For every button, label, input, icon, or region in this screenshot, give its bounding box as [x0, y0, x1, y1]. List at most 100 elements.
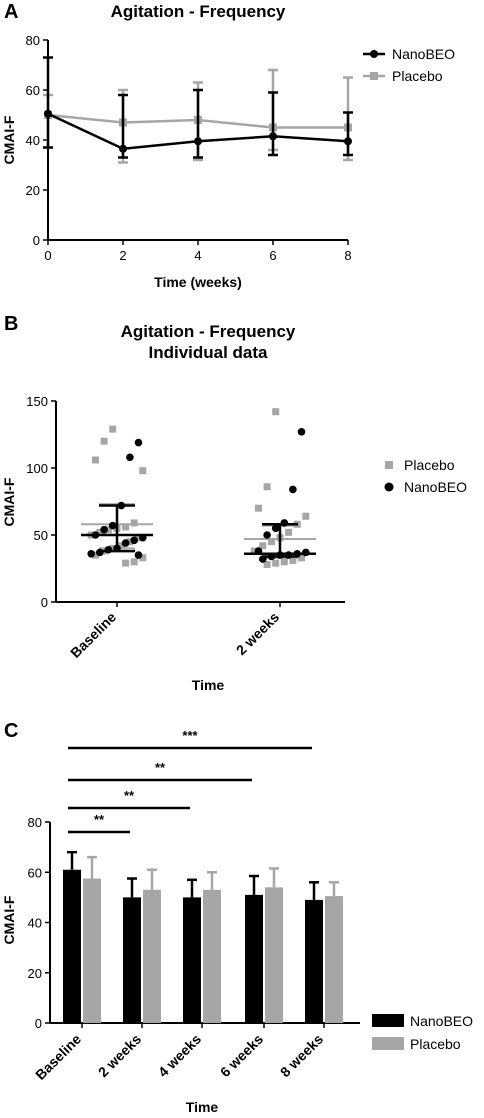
placebo-point — [259, 542, 267, 550]
panel-c-plot: 0 20 40 60 80 Baseline 2 weeks 4 weeks 6 weeks 8 … — [28, 728, 360, 1083]
placebo-point — [298, 554, 305, 562]
x-tick-label: 2 — [119, 248, 126, 263]
y-tick-label: 0 — [41, 595, 48, 610]
placebo-point — [272, 559, 280, 567]
placebo-point — [139, 554, 147, 562]
x-tick-label: 2 weeks — [95, 1031, 144, 1080]
nanobeo-point — [100, 525, 108, 534]
placebo-point — [117, 542, 125, 550]
nanobeo-point — [121, 539, 130, 547]
nanobeo-point — [130, 536, 138, 545]
nanobeo-point — [134, 551, 143, 559]
panel-a-xlabel: Time (weeks) — [154, 274, 242, 290]
y-tick-label: 0 — [35, 1016, 42, 1031]
panel-c-xlabel: Time — [186, 1099, 219, 1115]
panel-a-label: A — [4, 1, 18, 23]
series-nanobeo-point — [269, 132, 277, 141]
legend-nanobeo-swatch — [372, 1014, 404, 1027]
panel-c-label: C — [4, 720, 18, 742]
nanobeo-point — [104, 545, 113, 554]
nanobeo-point — [108, 521, 117, 530]
bar-nanobeo — [183, 897, 201, 1023]
bar-nanobeo — [63, 869, 81, 1023]
x-tick-label: 6 weeks — [217, 1031, 266, 1080]
nanobeo-point — [87, 549, 95, 558]
nanobeo-point — [302, 548, 310, 557]
nanobeo-point — [297, 428, 306, 436]
bar-placebo — [143, 889, 161, 1023]
legend-nanobeo-label: NanoBEO — [410, 1013, 473, 1029]
bar-nanobeo — [245, 894, 263, 1023]
legend-nanobeo-marker — [384, 482, 394, 492]
y-tick-label: 80 — [28, 815, 42, 830]
panel-c-legend: NanoBEO Placebo — [372, 1013, 473, 1052]
placebo-point — [250, 547, 258, 555]
legend-placebo-marker — [370, 72, 378, 80]
legend-placebo-label: Placebo — [410, 1036, 461, 1052]
y-tick-label: 60 — [28, 865, 42, 880]
placebo-point — [96, 528, 104, 536]
nanobeo-point — [284, 551, 293, 559]
placebo-point — [126, 538, 134, 546]
placebo-point — [302, 512, 310, 520]
legend-placebo-swatch — [372, 1037, 404, 1050]
placebo-point — [255, 504, 262, 512]
significance-label: ** — [155, 760, 166, 775]
legend-placebo-label: Placebo — [404, 457, 455, 473]
placebo-point — [263, 483, 271, 491]
nanobeo-point — [280, 519, 289, 527]
x-tick-label: Baseline — [67, 609, 119, 661]
panel-b: B Agitation - Frequency Individual data … — [1, 313, 467, 693]
bar-placebo — [325, 896, 343, 1023]
x-tick-label: Baseline — [32, 1031, 84, 1083]
y-tick-label: 80 — [26, 33, 40, 48]
placebo-point — [285, 528, 293, 536]
placebo-point — [139, 467, 147, 475]
nanobeo-point — [96, 548, 104, 557]
panel-b-title: Agitation - Frequency — [121, 322, 296, 341]
panel-a-plot: 0 20 40 60 80 0 2 4 6 8 — [26, 33, 353, 263]
nanobeo-point — [134, 438, 143, 447]
bar-nanobeo — [305, 899, 323, 1023]
y-tick-label: 60 — [26, 83, 40, 98]
panel-b-legend: Placebo NanoBEO — [384, 457, 467, 495]
y-tick-label: 40 — [28, 916, 42, 931]
series-nanobeo-point — [344, 137, 352, 146]
placebo-point — [92, 551, 99, 559]
x-tick-label: 4 — [194, 248, 201, 263]
nanobeo-point — [263, 531, 271, 539]
bar-placebo — [265, 887, 283, 1023]
y-tick-label: 0 — [33, 233, 40, 248]
series-nanobeo-point — [194, 137, 202, 146]
placebo-point — [130, 558, 138, 566]
nanobeo-point — [271, 524, 280, 533]
legend-nanobeo-marker — [370, 50, 378, 58]
y-tick-label: 50 — [34, 528, 48, 543]
placebo-point — [104, 526, 112, 534]
nanobeo-point — [289, 485, 297, 494]
x-tick-label: 4 weeks — [155, 1031, 204, 1080]
x-tick-label: 6 — [269, 248, 276, 263]
placebo-point — [122, 559, 130, 567]
y-tick-label: 150 — [26, 394, 48, 409]
placebo-point — [267, 538, 275, 546]
panel-a-legend: NanoBEO Placebo — [363, 46, 455, 84]
bar-placebo — [203, 889, 221, 1023]
y-tick-label: 20 — [28, 966, 42, 981]
series-nanobeo-point — [119, 144, 127, 153]
bar-nanobeo — [123, 897, 141, 1023]
significance-label: ** — [124, 788, 135, 803]
y-tick-label: 100 — [26, 461, 48, 476]
placebo-point — [100, 437, 108, 445]
legend-nanobeo-label: NanoBEO — [404, 479, 467, 495]
placebo-point — [130, 519, 138, 527]
series-nanobeo-point — [44, 109, 52, 118]
panel-a-ylabel: CMAI-F — [1, 115, 17, 164]
placebo-point — [289, 556, 297, 564]
placebo-point — [263, 560, 271, 568]
bar-placebo — [83, 878, 101, 1023]
placebo-point — [272, 408, 280, 416]
significance-label: *** — [182, 728, 198, 743]
placebo-point — [135, 534, 142, 542]
